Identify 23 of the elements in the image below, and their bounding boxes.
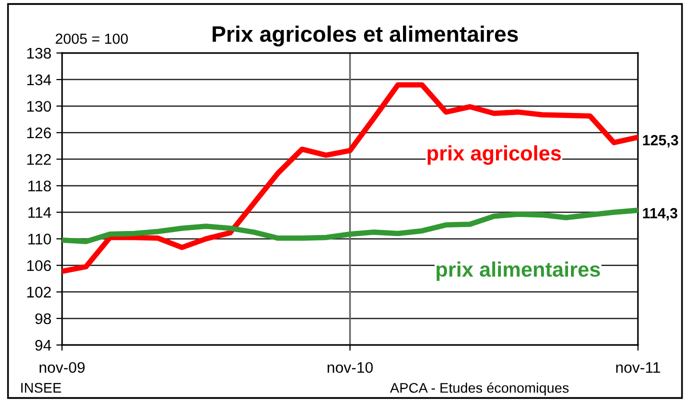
- y-tick-label: 134: [27, 74, 52, 86]
- y-tick-label: 122: [27, 154, 51, 165]
- x-tick-label: nov-10: [328, 362, 373, 373]
- data-label: 114,3: [643, 208, 678, 220]
- x-tick-label: nov-09: [40, 362, 85, 373]
- y-tick-label: 110: [28, 234, 51, 245]
- y-tick-label: 106: [27, 260, 51, 272]
- y-axis-title: 2005 = 100: [56, 34, 128, 44]
- x-tick-label: nov-11: [616, 362, 660, 373]
- series-label: prix alimentaires: [436, 262, 600, 281]
- y-tick-label: 126: [27, 128, 51, 138]
- text: INSEE: [21, 382, 62, 393]
- series-label: prix agricoles: [428, 145, 561, 165]
- y-tick-label: 130: [27, 100, 51, 112]
- y-tick-label: 118: [28, 180, 51, 192]
- chart-title: Prix agricoles et alimentaires: [212, 26, 518, 46]
- y-tick-label: 102: [27, 286, 51, 298]
- y-tick-label: 98: [35, 313, 51, 324]
- data-label: 125,3: [643, 135, 678, 148]
- y-tick-label: 94: [35, 340, 52, 351]
- y-tick-label: 138: [27, 48, 51, 59]
- y-tick-label: 114: [28, 207, 52, 218]
- text: APCA - Etudes économiques: [390, 382, 569, 396]
